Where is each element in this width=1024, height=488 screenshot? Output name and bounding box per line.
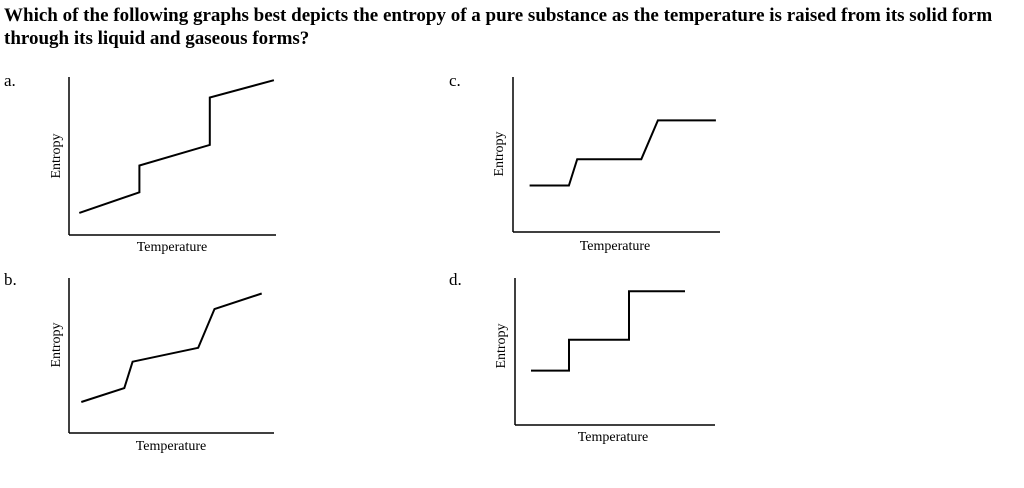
y-axis-label: Entropy [49,133,64,178]
x-axis-label: Temperature [580,239,651,254]
option-label-d: d. [449,270,462,289]
entropy-curve [531,290,685,372]
option-label-a: a. [4,71,16,90]
entropy-curve [80,292,263,403]
y-axis-label: Entropy [492,131,507,176]
y-axis-label: Entropy [49,322,64,367]
option-label-b: b. [4,270,17,289]
x-axis-label: Temperature [578,430,649,445]
x-axis-label: Temperature [137,240,208,255]
entropy-curve [78,79,275,214]
option-label-c: c. [449,71,461,90]
question-text: Which of the following graphs best depic… [4,5,993,49]
y-axis-label: Entropy [494,323,509,368]
x-axis-label: Temperature [136,439,207,454]
entropy-curve [529,119,716,187]
